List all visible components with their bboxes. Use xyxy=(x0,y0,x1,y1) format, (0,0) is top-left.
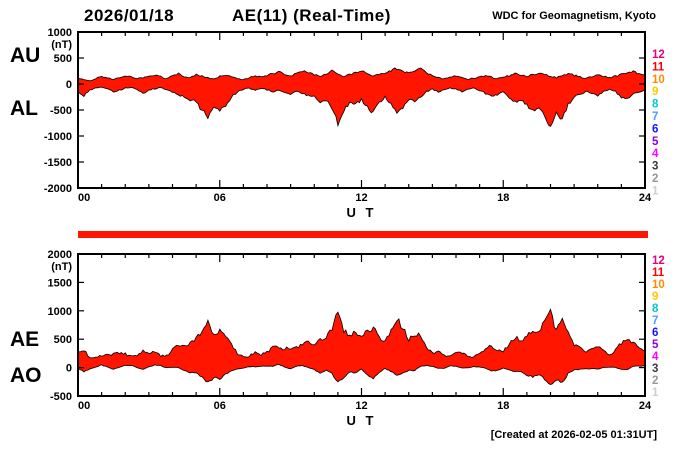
au-al-waveform xyxy=(78,67,645,128)
y-tick-label: -500 xyxy=(50,105,72,117)
y-tick-label: 500 xyxy=(54,334,72,346)
y-tick-label: 1000 xyxy=(48,306,72,318)
side-label-au: AU xyxy=(10,44,40,67)
x-tick-label: 06 xyxy=(214,400,226,412)
side-label-ae: AE xyxy=(10,328,39,351)
station-count-10: 10 xyxy=(652,279,665,291)
y-tick-label: 1500 xyxy=(48,277,72,289)
ae-ao-waveform xyxy=(78,308,645,386)
station-count-5: 5 xyxy=(652,339,659,351)
station-count-12: 12 xyxy=(652,49,665,61)
y-tick-label: -2000 xyxy=(44,183,72,195)
station-count-8: 8 xyxy=(652,99,659,111)
station-count-7: 7 xyxy=(652,315,658,327)
side-label-al: AL xyxy=(10,97,38,120)
station-count-12: 12 xyxy=(652,255,665,267)
station-count-4: 4 xyxy=(652,351,659,363)
plot-date: 2026/01/18 xyxy=(84,6,175,25)
plot-title: AE(11) (Real-Time) xyxy=(232,6,391,25)
station-count-1: 1 xyxy=(652,387,659,399)
x-tick-label: 12 xyxy=(355,400,367,412)
station-count-3: 3 xyxy=(652,363,658,375)
station-count-9: 9 xyxy=(652,291,658,303)
x-axis-label: U T xyxy=(347,205,377,220)
y-tick-label: 0 xyxy=(66,363,72,375)
station-count-1: 1 xyxy=(652,185,659,197)
x-tick-label: 24 xyxy=(639,192,652,204)
x-axis-label: U T xyxy=(347,413,377,428)
station-count-2: 2 xyxy=(652,173,658,185)
x-tick-label: 18 xyxy=(497,400,509,412)
y-tick-label: 2000 xyxy=(48,249,72,261)
station-count-8: 8 xyxy=(652,303,659,315)
y-tick-label: 500 xyxy=(54,53,72,65)
station-count-11: 11 xyxy=(652,61,665,73)
y-tick-label: -500 xyxy=(50,391,72,403)
station-count-9: 9 xyxy=(652,86,658,98)
station-count-11: 11 xyxy=(652,267,665,279)
x-tick-label: 00 xyxy=(78,192,90,204)
station-count-6: 6 xyxy=(652,123,658,135)
station-count-3: 3 xyxy=(652,161,658,173)
x-tick-label: 24 xyxy=(639,400,652,412)
station-count-5: 5 xyxy=(652,136,659,148)
y-tick-label: -1000 xyxy=(44,131,72,143)
x-tick-label: 12 xyxy=(355,192,367,204)
x-tick-label: 00 xyxy=(78,400,90,412)
x-tick-label: 06 xyxy=(214,192,226,204)
station-count-10: 10 xyxy=(652,74,665,86)
org-label: WDC for Geomagnetism, Kyoto xyxy=(492,10,656,22)
station-count-2: 2 xyxy=(652,375,658,387)
station-count-7: 7 xyxy=(652,111,658,123)
side-label-ao: AO xyxy=(10,364,42,387)
y-axis-unit: (nT) xyxy=(51,261,72,273)
y-tick-label: 1000 xyxy=(48,27,72,39)
y-tick-label: 0 xyxy=(66,79,72,91)
x-tick-label: 18 xyxy=(497,192,509,204)
y-axis-unit: (nT) xyxy=(51,39,72,51)
y-tick-label: -1500 xyxy=(44,157,72,169)
station-count-6: 6 xyxy=(652,327,658,339)
station-count-4: 4 xyxy=(652,148,659,160)
station-availability-bar xyxy=(78,231,648,238)
created-at-label: [Created at 2026-02-05 01:31UT] xyxy=(490,429,657,441)
